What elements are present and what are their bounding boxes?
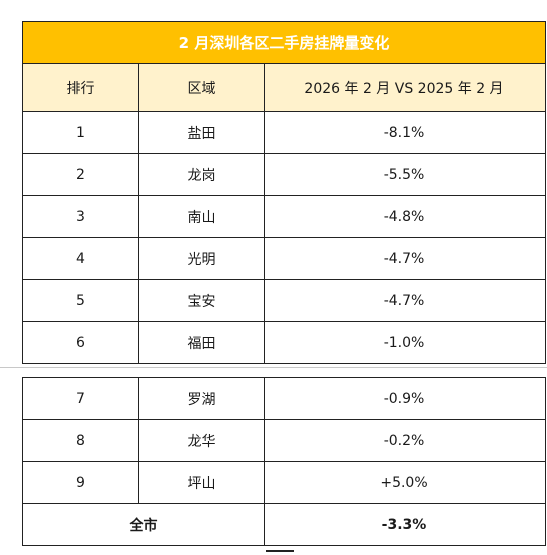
district-cell: 坪山 — [139, 462, 265, 503]
total-label: 全市 — [23, 504, 265, 545]
change-cell: -5.5% — [383, 166, 425, 183]
district-cell: 龙华 — [139, 420, 265, 461]
change-cell: -1.0% — [383, 334, 425, 351]
change-cell: -0.2% — [383, 432, 425, 449]
screenshot-seam-divider — [0, 367, 547, 375]
rank-cell: 7 — [23, 378, 139, 419]
rank-cell: 8 — [23, 420, 139, 461]
table-row: 1 盐田 -8.1% — [23, 112, 545, 154]
change-cell: -4.7% — [383, 292, 425, 309]
district-cell: 南山 — [139, 196, 265, 237]
district-cell: 光明 — [139, 238, 265, 279]
table-row: 6 福田 -1.0% — [23, 322, 545, 364]
district-cell: 龙岗 — [139, 154, 265, 195]
housing-listing-table-bottom: 7 罗湖 -0.9% 8 龙华 -0.2% 9 坪山 +5.0% 全市 -3.3… — [22, 377, 546, 546]
header-district: 区域 — [139, 64, 265, 111]
rank-cell: 6 — [23, 322, 139, 363]
district-cell: 福田 — [139, 322, 265, 363]
table-row: 8 龙华 -0.2% — [23, 420, 545, 462]
table-title: 2 月深圳各区二手房挂牌量变化 — [23, 21, 545, 64]
header-change: 2026 年 2 月 VS 2025 年 2 月 — [304, 80, 504, 97]
total-change: -3.3% — [381, 516, 427, 533]
change-cell: -0.9% — [383, 390, 425, 407]
district-cell: 罗湖 — [139, 378, 265, 419]
table-row: 2 龙岗 -5.5% — [23, 154, 545, 196]
change-cell: +5.0% — [380, 474, 428, 491]
district-cell: 宝安 — [139, 280, 265, 321]
change-cell: -4.7% — [383, 250, 425, 267]
table-row: 9 坪山 +5.0% — [23, 462, 545, 504]
district-cell: 盐田 — [139, 112, 265, 153]
table-row: 3 南山 -4.8% — [23, 196, 545, 238]
bottom-mark — [266, 550, 294, 552]
table-row: 5 宝安 -4.7% — [23, 280, 545, 322]
rank-cell: 1 — [23, 112, 139, 153]
rank-cell: 2 — [23, 154, 139, 195]
housing-listing-table-top: 2 月深圳各区二手房挂牌量变化 排行 区域 2026 年 2 月 VS 2025… — [22, 21, 546, 364]
change-cell: -8.1% — [383, 124, 425, 141]
change-cell: -4.8% — [383, 208, 425, 225]
table-row: 4 光明 -4.7% — [23, 238, 545, 280]
table-header-row: 排行 区域 2026 年 2 月 VS 2025 年 2 月 — [23, 64, 545, 112]
rank-cell: 5 — [23, 280, 139, 321]
rank-cell: 9 — [23, 462, 139, 503]
header-rank: 排行 — [23, 64, 139, 111]
rank-cell: 4 — [23, 238, 139, 279]
table-row: 7 罗湖 -0.9% — [23, 378, 545, 420]
rank-cell: 3 — [23, 196, 139, 237]
table-total-row: 全市 -3.3% — [23, 504, 545, 546]
